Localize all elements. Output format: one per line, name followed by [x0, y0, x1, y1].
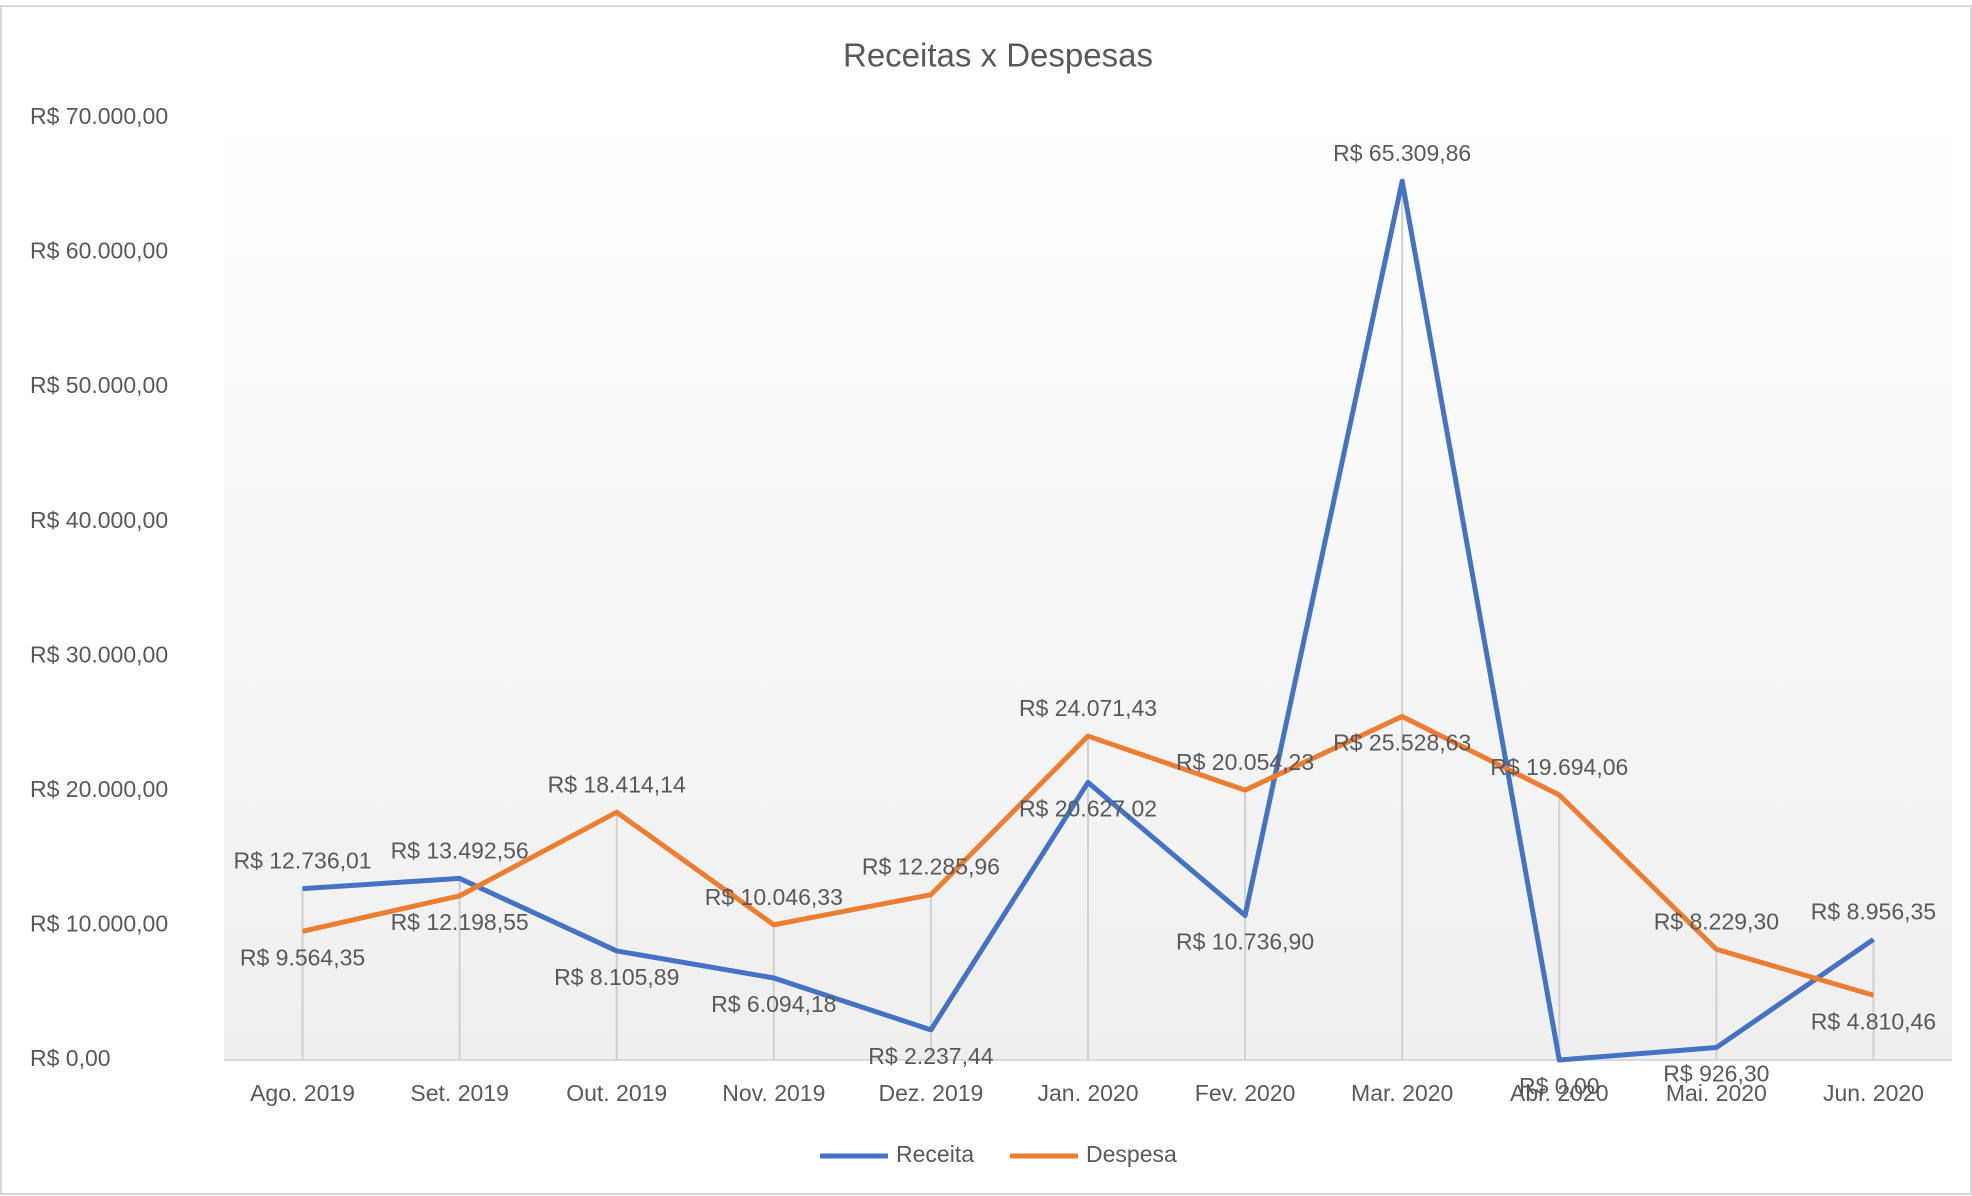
data-label: R$ 10.046,33: [705, 884, 843, 910]
series-line: [302, 178, 1875, 1063]
legend-label: Despesa: [1086, 1141, 1177, 1167]
data-label: R$ 6.094,18: [711, 991, 836, 1017]
y-tick-label: R$ 70.000,00: [30, 103, 168, 129]
data-label: R$ 8.229,30: [1654, 908, 1779, 934]
x-tick-label: Mar. 2020: [1351, 1080, 1453, 1106]
data-label: R$ 20.627,02: [1019, 795, 1157, 821]
data-label: R$ 25.528,63: [1333, 730, 1471, 756]
data-label: R$ 8.105,89: [554, 964, 679, 990]
series-line: [301, 713, 1875, 998]
x-tick-label: Jan. 2020: [1037, 1080, 1138, 1106]
data-label: R$ 0,00: [1519, 1073, 1600, 1099]
x-tick-label: Nov. 2019: [722, 1080, 825, 1106]
y-tick-label: R$ 0,00: [30, 1045, 111, 1071]
data-label: R$ 9.564,35: [240, 944, 365, 970]
chart-title: Receitas x Despesas: [843, 37, 1153, 74]
data-label: R$ 2.237,44: [868, 1043, 994, 1069]
y-tick-label: R$ 20.000,00: [30, 776, 168, 802]
data-label: R$ 12.285,96: [862, 854, 1000, 880]
x-tick-label: Out. 2019: [566, 1080, 667, 1106]
legend-label: Receita: [896, 1141, 974, 1167]
data-label: R$ 65.309,86: [1333, 140, 1471, 166]
x-tick-label: Mai. 2020: [1666, 1080, 1767, 1106]
y-tick-label: R$ 50.000,00: [30, 372, 168, 398]
data-label: R$ 4.810,46: [1811, 1008, 1936, 1034]
x-tick-label: Abr. 2020: [1510, 1080, 1608, 1106]
y-tick-label: R$ 30.000,00: [30, 641, 168, 667]
data-label: R$ 926,30: [1663, 1061, 1769, 1087]
x-tick-label: Fev. 2020: [1195, 1080, 1296, 1106]
data-label: R$ 18.414,14: [548, 771, 686, 797]
data-label: R$ 13.492,56: [391, 838, 529, 864]
x-tick-label: Dez. 2019: [878, 1080, 983, 1106]
x-tick-label: Set. 2019: [410, 1080, 508, 1106]
y-tick-label: R$ 60.000,00: [30, 238, 168, 264]
data-label: R$ 12.736,01: [233, 848, 371, 874]
x-tick-label: Jun. 2020: [1823, 1080, 1924, 1106]
data-label: R$ 19.694,06: [1490, 754, 1628, 780]
data-label: R$ 12.198,55: [391, 909, 529, 935]
x-tick-label: Ago. 2019: [250, 1080, 355, 1106]
data-label: R$ 24.071,43: [1019, 695, 1157, 721]
data-label: R$ 20.054,23: [1176, 749, 1314, 775]
data-label: R$ 8.956,35: [1811, 899, 1936, 925]
data-label: R$ 10.736,90: [1176, 929, 1314, 955]
y-tick-label: R$ 40.000,00: [30, 507, 168, 533]
y-tick-label: R$ 10.000,00: [30, 911, 168, 937]
